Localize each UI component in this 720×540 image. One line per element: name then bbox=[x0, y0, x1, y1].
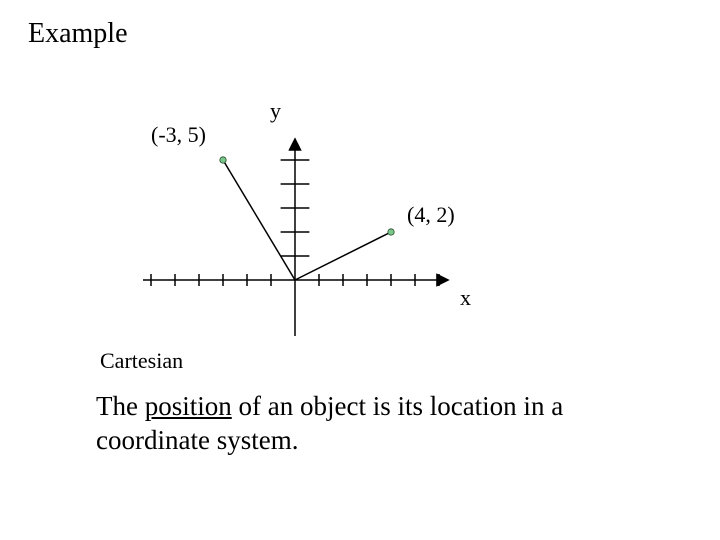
y-axis-label: y bbox=[270, 98, 281, 124]
point-label: (4, 2) bbox=[407, 202, 455, 227]
chart-subtitle: Cartesian bbox=[100, 348, 183, 374]
definition-underlined: position bbox=[145, 391, 232, 421]
cartesian-svg: (-3, 5) (4, 2) bbox=[100, 90, 520, 350]
point-label: (-3, 5) bbox=[151, 122, 206, 147]
page-title: Example bbox=[28, 18, 128, 50]
x-axis-label: x bbox=[460, 285, 471, 311]
definition-pre: The bbox=[96, 391, 145, 421]
cartesian-chart: (-3, 5) (4, 2) y x bbox=[100, 90, 520, 350]
definition-text: The position of an object is its locatio… bbox=[96, 390, 656, 458]
